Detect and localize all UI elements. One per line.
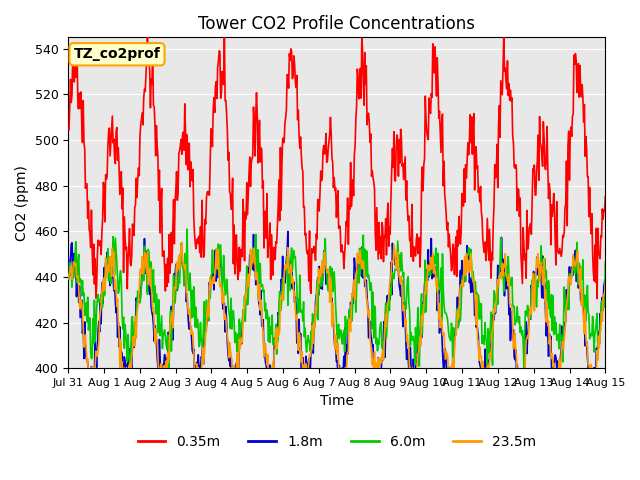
Legend: 0.35m, 1.8m, 6.0m, 23.5m: 0.35m, 1.8m, 6.0m, 23.5m — [132, 429, 541, 454]
X-axis label: Time: Time — [320, 394, 354, 408]
Title: Tower CO2 Profile Concentrations: Tower CO2 Profile Concentrations — [198, 15, 476, 33]
Text: TZ_co2prof: TZ_co2prof — [74, 47, 161, 61]
Y-axis label: CO2 (ppm): CO2 (ppm) — [15, 165, 29, 241]
